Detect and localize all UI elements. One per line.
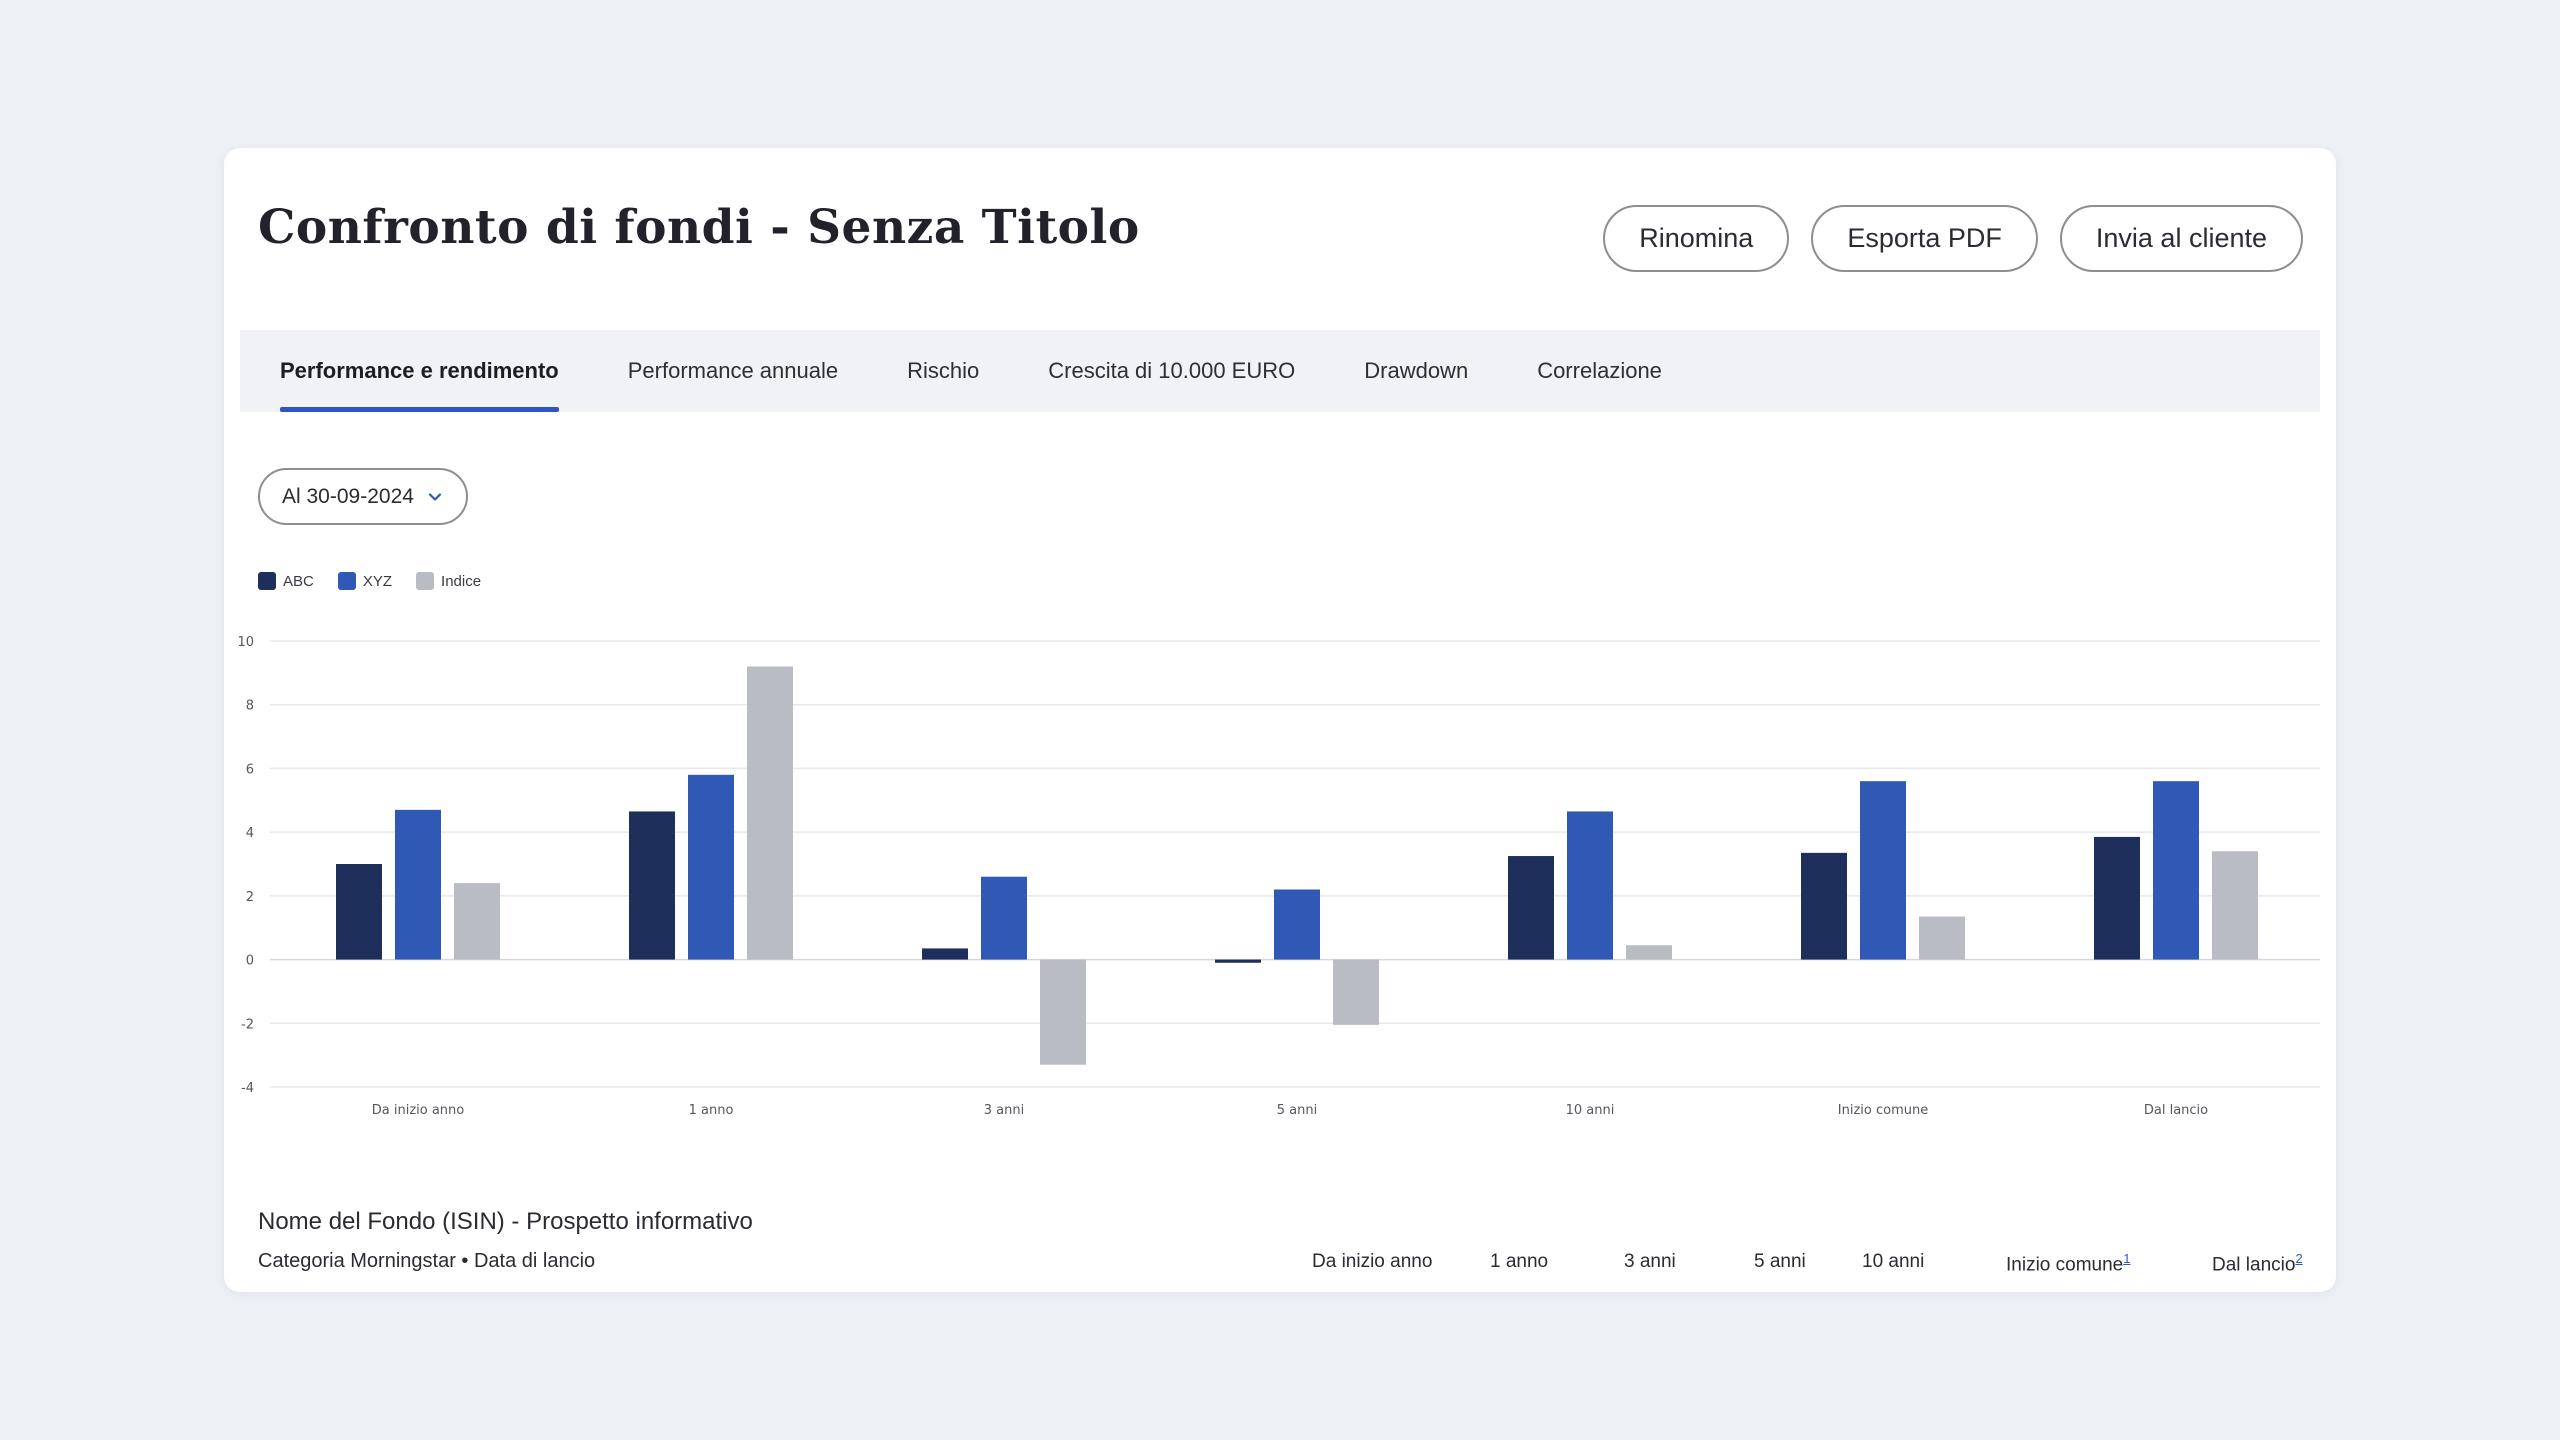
y-tick-label: -4 (241, 1081, 254, 1096)
column-header-common-start: Inizio comune1 (2006, 1251, 2131, 1276)
y-tick-label: 8 (246, 699, 254, 714)
bar-abc-3 (1215, 959, 1261, 963)
send-to-client-button[interactable]: Invia al cliente (2059, 205, 2303, 272)
bar-xyz-3 (1274, 889, 1320, 960)
page-title: Confronto di fondi - Senza Titolo (258, 200, 1140, 255)
chart-legend: ABC XYZ Indice (258, 572, 481, 590)
x-tick-label: 5 anni (1277, 1103, 1317, 1118)
column-header-10y: 10 anni (1862, 1251, 1925, 1272)
rename-button[interactable]: Rinomina (1603, 205, 1790, 272)
bar-indice-4 (1626, 945, 1672, 960)
bar-xyz-4 (1567, 811, 1613, 960)
header-actions: Rinomina Esporta PDF Invia al cliente (1603, 205, 2303, 272)
legend-label-indice: Indice (441, 572, 482, 590)
legend-label-abc: ABC (283, 572, 314, 590)
legend-swatch-abc (258, 572, 276, 590)
bar-xyz-2 (981, 876, 1027, 960)
column-header-ytd: Da inizio anno (1312, 1251, 1433, 1272)
date-filter-select[interactable]: Al 30-09-2024 (258, 468, 468, 525)
bar-abc-0 (336, 864, 382, 960)
column-header-3y: 3 anni (1624, 1251, 1676, 1272)
legend-swatch-xyz (337, 572, 356, 590)
bar-indice-2 (1040, 959, 1086, 1065)
bar-xyz-5 (1860, 781, 1906, 960)
x-tick-label: Inizio comune (1838, 1103, 1928, 1118)
export-pdf-button[interactable]: Esporta PDF (1811, 205, 2038, 272)
x-tick-label: 1 anno (689, 1103, 734, 1118)
x-tick-label: Da inizio anno (372, 1103, 465, 1118)
fund-prospectus-title: Nome del Fondo (ISIN) - Prospetto inform… (258, 1208, 753, 1235)
y-tick-label: 2 (246, 890, 254, 905)
footnote-link-1[interactable]: 1 (2123, 1251, 2131, 1266)
date-filter-value: Al 30-09-2024 (282, 484, 414, 508)
performance-bar-chart: 10 8 6 4 2 0 -2 -4 Da inizio anno 1 anno 3 anni 5 a… (237, 635, 2320, 1118)
legend-item-abc: ABC (258, 572, 314, 590)
bar-indice-1 (747, 666, 793, 960)
bar-xyz-6 (2153, 781, 2199, 960)
bar-xyz-0 (395, 809, 441, 960)
tab-performance-rendimento[interactable]: Performance e rendimento (280, 330, 559, 412)
bar-indice-0 (454, 883, 500, 960)
fund-comparison-card: Confronto di fondi - Senza Titolo Rinomi… (224, 148, 2336, 1292)
legend-swatch-indice (416, 572, 435, 590)
legend-item-xyz: XYZ (337, 572, 393, 590)
y-tick-label: 4 (246, 826, 254, 841)
bar-abc-6 (2094, 836, 2140, 960)
tab-rischio[interactable]: Rischio (907, 358, 980, 383)
bar-abc-2 (922, 948, 968, 960)
bar-indice-3 (1333, 959, 1379, 1025)
bar-xyz-1 (688, 774, 734, 960)
tab-bar: Performance e rendimento Performance ann… (240, 330, 2320, 412)
tab-drawdown[interactable]: Drawdown (1364, 358, 1469, 383)
bar-abc-4 (1508, 856, 1554, 960)
bar-indice-6 (2212, 851, 2258, 960)
x-tick-label: 3 anni (984, 1103, 1024, 1118)
legend-label-xyz: XYZ (362, 572, 393, 590)
x-tick-label: Dal lancio (2144, 1103, 2208, 1118)
y-tick-label: -2 (241, 1017, 254, 1032)
tab-crescita[interactable]: Crescita di 10.000 EURO (1048, 358, 1296, 383)
bar-indice-5 (1919, 916, 1965, 960)
x-tick-label: 10 anni (1566, 1103, 1615, 1118)
bar-abc-5 (1801, 852, 1847, 960)
chevron-down-icon (428, 492, 442, 501)
bar-abc-1 (629, 811, 675, 960)
y-tick-label: 0 (246, 954, 254, 969)
y-tick-label: 6 (246, 762, 254, 777)
column-header-1y: 1 anno (1490, 1251, 1549, 1272)
tab-performance-annuale[interactable]: Performance annuale (627, 358, 839, 383)
y-tick-label: 10 (237, 635, 254, 650)
legend-item-indice: Indice (416, 572, 481, 590)
column-header-since-launch: Dal lancio2 (2212, 1251, 2303, 1276)
tab-correlazione[interactable]: Correlazione (1537, 358, 1662, 383)
fund-category-subtitle: Categoria Morningstar • Data di lancio (258, 1250, 596, 1272)
column-header-5y: 5 anni (1754, 1251, 1806, 1272)
footnote-link-2[interactable]: 2 (2295, 1251, 2303, 1266)
